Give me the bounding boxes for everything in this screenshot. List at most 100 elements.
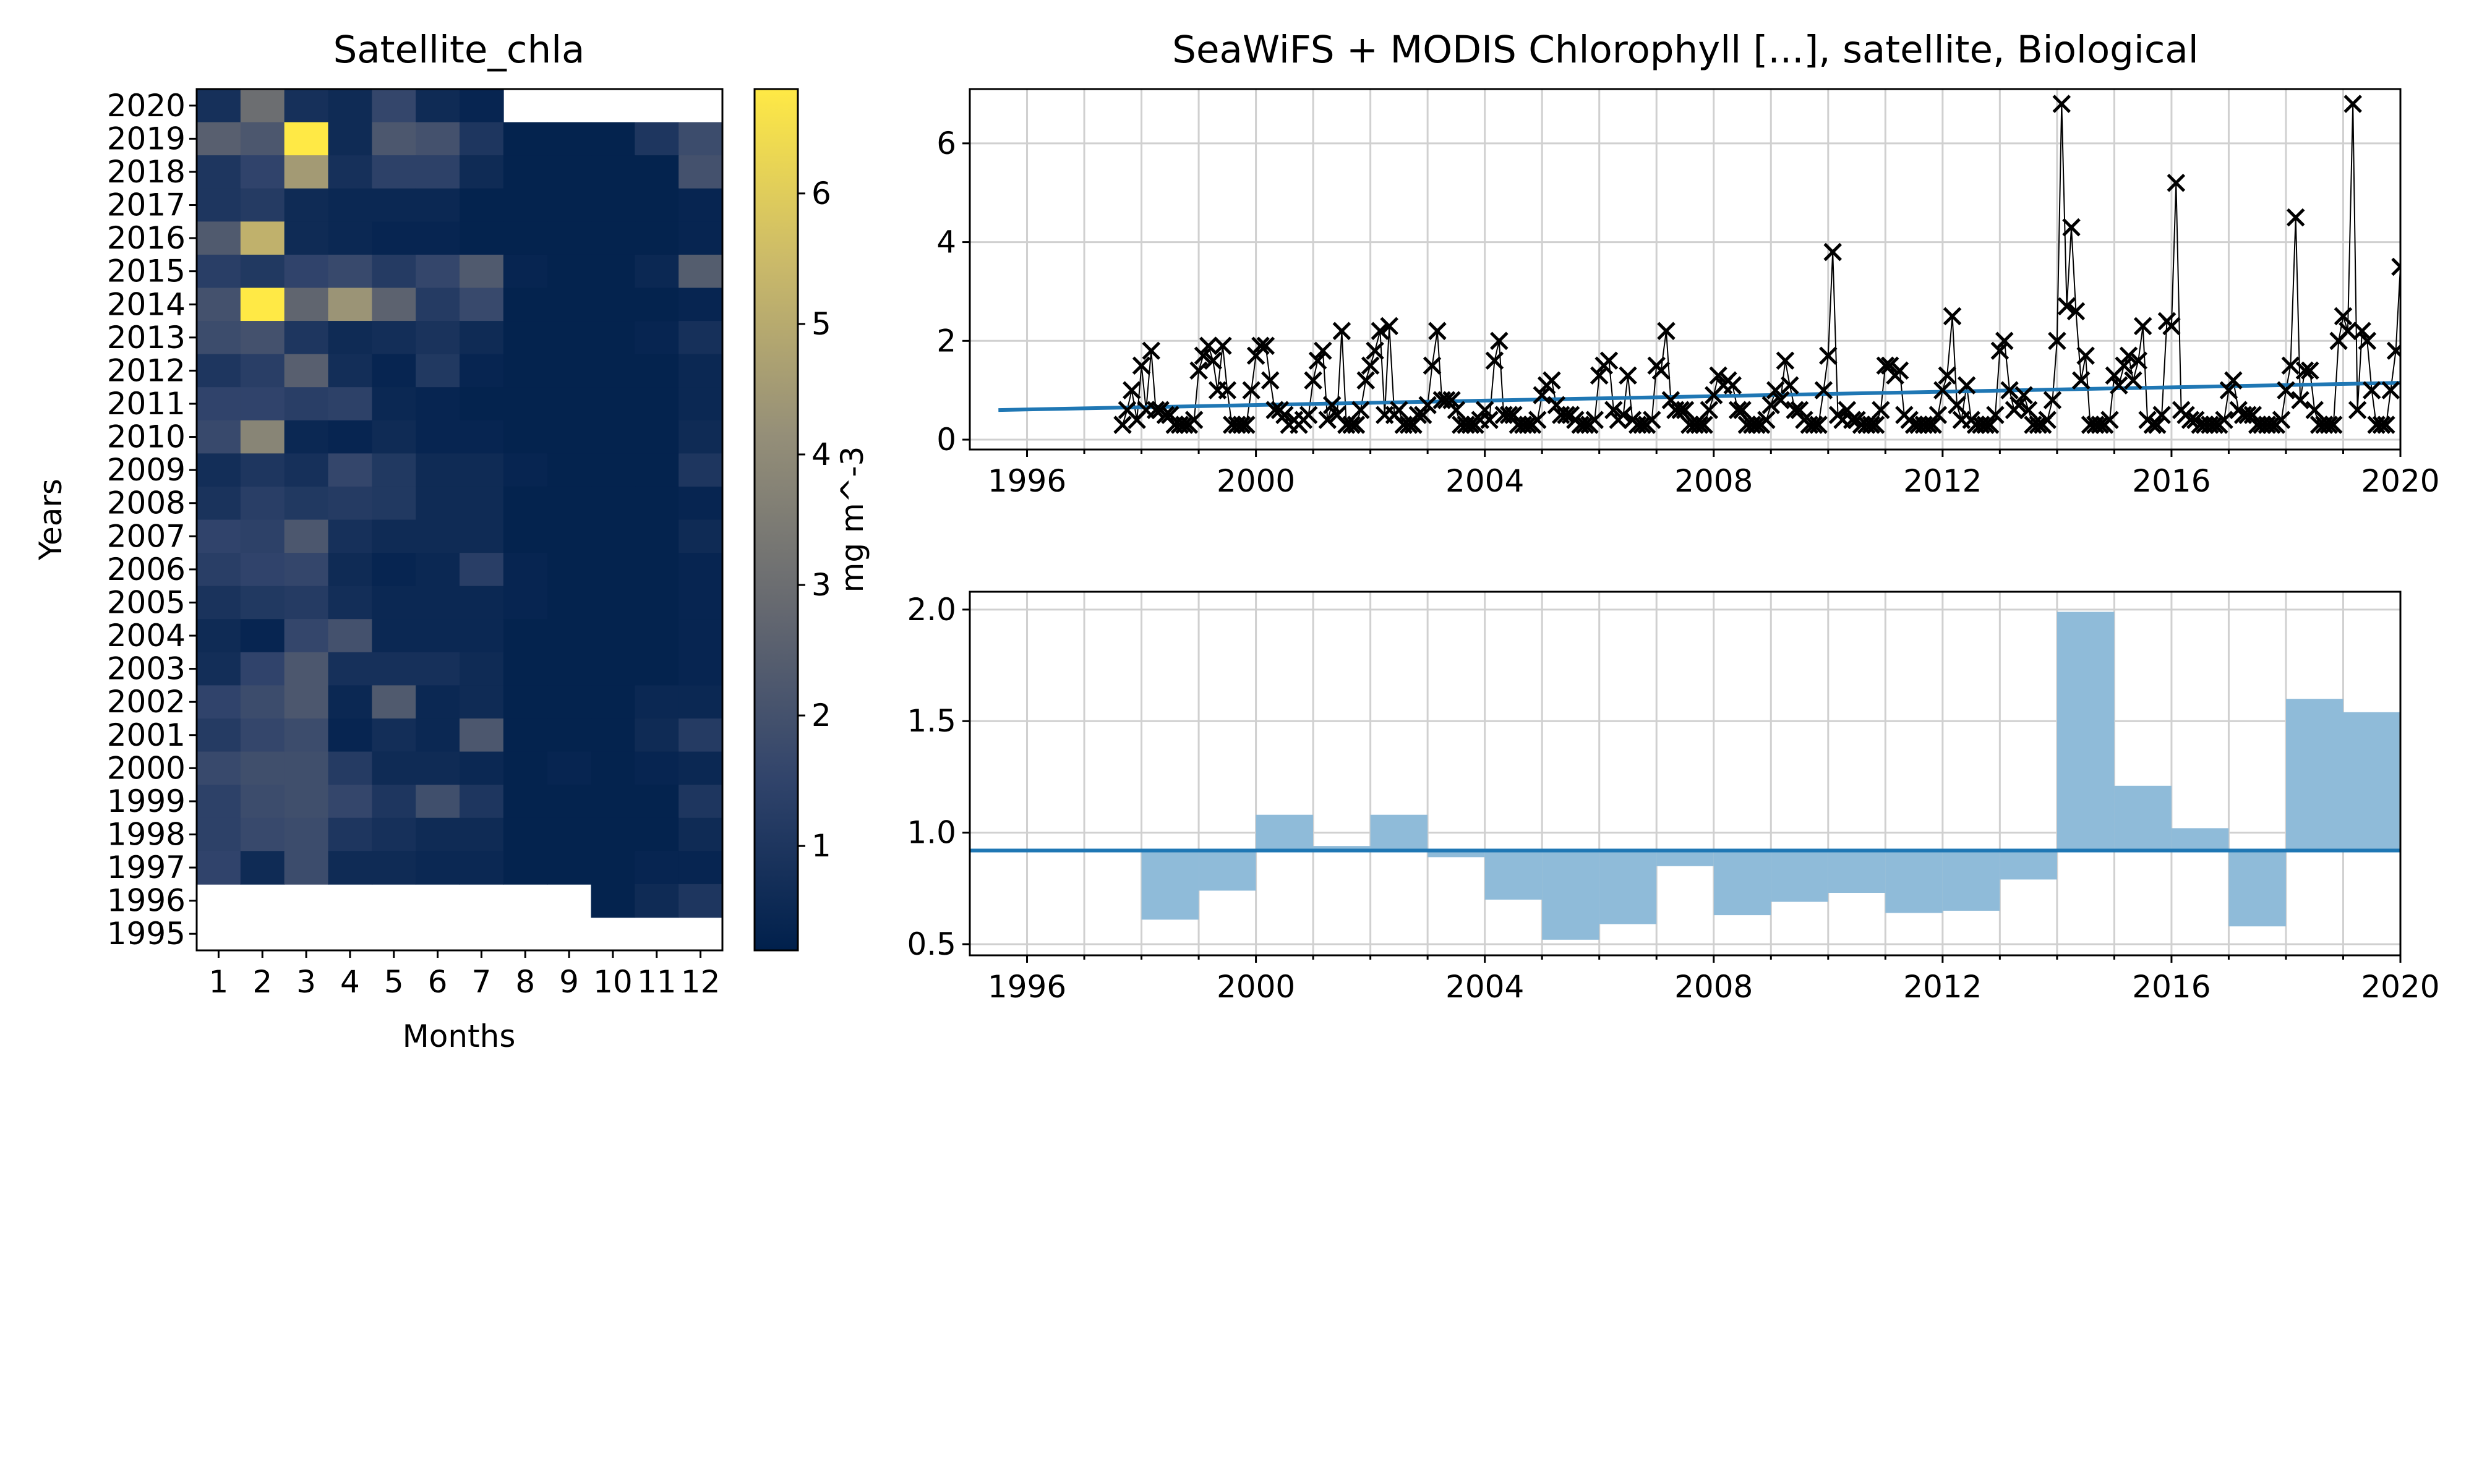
heatmap-cell [416, 221, 460, 255]
heatmap-cell [372, 718, 416, 753]
heatmap-cell [591, 519, 636, 553]
heatmap-cell [328, 553, 373, 587]
anomaly-xtick-label: 2008 [1674, 969, 1753, 1005]
heatmap-cell [197, 751, 241, 785]
heatmap-cell [197, 420, 241, 454]
heatmap-ytick-label: 2019 [107, 121, 186, 156]
data-point-marker [1938, 366, 1957, 385]
heatmap-cell [635, 387, 679, 421]
heatmap-cell [284, 321, 329, 355]
timeseries-plot [998, 95, 2400, 434]
data-point-marker [2162, 317, 2181, 336]
data-point-marker [1261, 371, 1280, 390]
data-point-marker [2281, 356, 2300, 375]
data-point-marker [1585, 411, 1604, 429]
heatmap-cell [678, 486, 723, 521]
heatmap-cell [591, 420, 636, 454]
heatmap-cell [460, 718, 504, 753]
data-point-marker [1242, 381, 1261, 399]
heatmap-cell [547, 619, 592, 653]
heatmap-panel: Satellite_chla 2020201920182017201620152… [33, 28, 724, 1054]
anomaly-bar [1542, 850, 1599, 940]
anomaly-bar [2000, 850, 2057, 880]
data-point-marker [1390, 401, 1408, 419]
heatmap-cell [678, 652, 723, 686]
data-point-marker [1332, 322, 1351, 341]
heatmap-cell [416, 420, 460, 454]
data-point-marker [2057, 297, 2076, 316]
data-point-marker [1528, 411, 1547, 429]
heatmap-cell [284, 254, 329, 289]
heatmap-ytick-label: 1998 [107, 816, 186, 852]
anomaly-bar [1599, 850, 1657, 924]
data-point-marker [1480, 411, 1499, 429]
heatmap-cell [503, 288, 548, 322]
heatmap-cell [503, 387, 548, 421]
heatmap-cell [591, 288, 636, 322]
heatmap-cell [284, 652, 329, 686]
data-point-marker [1189, 361, 1208, 380]
anomaly-xtick-label: 2020 [2361, 969, 2439, 1005]
heatmap-ytick-label: 2020 [107, 88, 186, 124]
data-point-marker [2043, 391, 2062, 409]
heatmap-cell [372, 785, 416, 819]
heatmap-cell [460, 89, 504, 123]
data-point-marker [2029, 416, 2048, 434]
data-point-marker [1599, 351, 1619, 370]
heatmap-cell [678, 122, 723, 156]
heatmap-cell [240, 619, 285, 653]
heatmap-cell [416, 387, 460, 421]
timeseries-ytick-label: 2 [936, 323, 956, 359]
timeseries-xtick-label: 2000 [1217, 463, 1295, 499]
heatmap-cell [503, 751, 548, 785]
heatmap-cell [678, 288, 723, 322]
heatmap-cell [372, 553, 416, 587]
heatmap-cell [328, 851, 373, 885]
heatmap-cell [197, 221, 241, 255]
heatmap-cell [591, 221, 636, 255]
data-point-marker [1614, 406, 1633, 424]
data-point-marker [2000, 381, 2019, 399]
anomaly-xtick-label: 2004 [1445, 969, 1524, 1005]
heatmap-cell [460, 751, 504, 785]
colorbar-tick-label: 2 [811, 697, 831, 733]
colorbar-tick-label: 6 [811, 176, 831, 211]
heatmap-cell [284, 387, 329, 421]
heatmap-cell [328, 652, 373, 686]
heatmap-cell [678, 453, 723, 487]
timeseries-xtick-label: 2008 [1674, 463, 1753, 499]
data-point-marker [1809, 416, 1828, 434]
heatmap-cell [240, 718, 285, 753]
data-point-marker [1990, 341, 2010, 360]
heatmap-cell [635, 652, 679, 686]
heatmap-cell [197, 785, 241, 819]
data-point-marker [2148, 416, 2167, 434]
heatmap-cell [197, 321, 241, 355]
heatmap-cell [240, 685, 285, 719]
heatmap-cell [240, 254, 285, 289]
data-point-marker [2295, 361, 2314, 380]
heatmap-cell [678, 884, 723, 918]
heatmap-cell [460, 685, 504, 719]
heatmap-cell [591, 718, 636, 753]
data-point-marker [1447, 401, 1466, 419]
data-point-marker [1862, 416, 1880, 434]
heatmap-cell [591, 884, 636, 918]
data-point-marker [2381, 381, 2400, 399]
anomaly-xtick-label: 2012 [1903, 969, 1982, 1005]
data-point-marker [1948, 396, 1966, 414]
heatmap-ytick-label: 2002 [107, 684, 186, 720]
data-point-marker [1872, 401, 1890, 419]
heatmap-cell [284, 685, 329, 719]
data-point-marker [1695, 416, 1713, 434]
heatmap-cell [416, 188, 460, 223]
data-point-marker [2262, 416, 2281, 434]
anomaly-bar [2057, 612, 2115, 851]
timeseries-frame [969, 88, 2402, 451]
heatmap-cell [678, 817, 723, 852]
data-point-marker [2291, 391, 2309, 409]
heatmap-cell [547, 718, 592, 753]
anomaly-bar [1885, 850, 1943, 913]
heatmap-cell [372, 122, 416, 156]
heatmap-cell [547, 785, 592, 819]
